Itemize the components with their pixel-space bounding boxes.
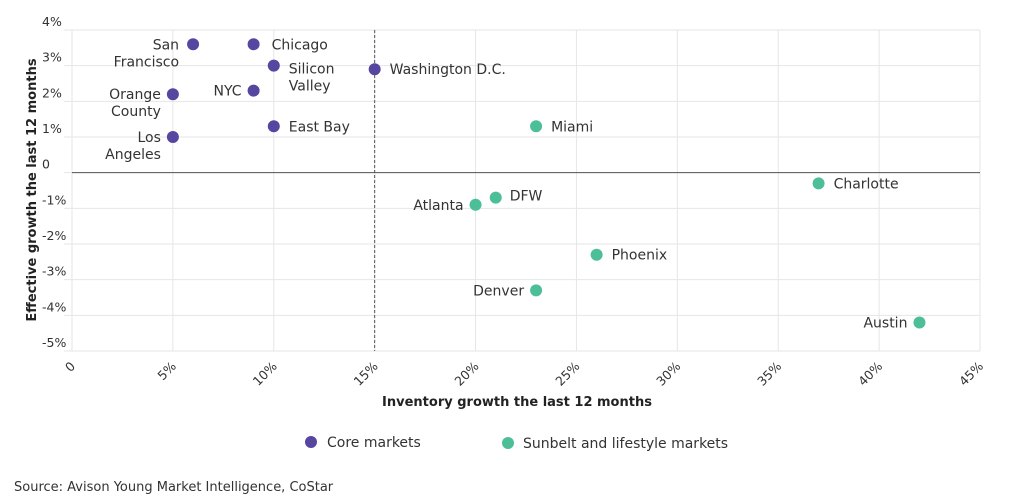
data-label: NYC [214, 84, 242, 100]
y-axis-label: Effective growth the last 12 months [25, 58, 40, 321]
data-point [166, 131, 179, 143]
data-point [913, 316, 926, 329]
y-tick-label: 0 [42, 157, 50, 172]
legend-marker-sunbelt [502, 437, 514, 449]
source-note: Source: Avison Young Market Intelligence… [14, 480, 334, 495]
y-tick-label: -2% [42, 228, 66, 243]
y-tick-label: 1% [42, 121, 62, 136]
x-tick-label: 5% [154, 358, 179, 383]
legend-label-core: Core markets [327, 435, 421, 451]
data-point [267, 120, 280, 133]
y-tick-label: -4% [42, 299, 66, 314]
data-points: San Francisco Chicago Silicon Valley Washingt… [105, 37, 926, 331]
data-label: Charlotte [834, 176, 899, 192]
data-label: Atlanta [413, 198, 463, 214]
data-label: Orange County [109, 87, 161, 120]
data-point [267, 59, 280, 72]
x-tick-label: 30% [653, 358, 683, 388]
data-point [368, 63, 381, 76]
data-point [530, 284, 543, 297]
data-point [590, 248, 603, 261]
data-label: Austin [863, 315, 907, 331]
data-label: Chicago [272, 37, 328, 53]
data-label: Denver [473, 283, 524, 299]
data-point [812, 177, 825, 190]
data-label: Phoenix [612, 248, 668, 264]
data-label: Silicon Valley [289, 62, 335, 95]
data-label: Washington D.C. [390, 62, 506, 78]
data-point [247, 84, 260, 97]
data-point [247, 38, 260, 51]
y-tick-label: -3% [42, 264, 66, 279]
data-point [530, 120, 543, 133]
x-tick-label: 25% [552, 358, 582, 388]
y-tick-label: 4% [42, 14, 62, 29]
x-tick-label: 15% [351, 358, 381, 388]
x-tick-label: 40% [855, 358, 885, 388]
data-label: Miami [551, 119, 593, 135]
y-tick-label: 3% [42, 50, 62, 65]
data-point [166, 88, 179, 101]
x-tick-label: 35% [754, 358, 784, 388]
x-tick-label: 45% [956, 358, 986, 388]
data-point [187, 38, 200, 51]
data-label: East Bay [289, 119, 350, 135]
y-tick-label: -5% [42, 335, 66, 350]
legend-marker-core [305, 436, 317, 448]
legend: Core markets Sunbelt and lifestyle marke… [305, 435, 728, 452]
data-point [469, 198, 482, 211]
grid [64, 29, 981, 352]
legend-label-sunbelt: Sunbelt and lifestyle markets [523, 436, 728, 452]
y-tick-label: 2% [42, 85, 62, 100]
data-label: San Francisco [114, 37, 179, 70]
x-axis-label: Inventory growth the last 12 months [382, 395, 652, 410]
x-tick-label: 0 [62, 358, 78, 374]
data-label: Los Angeles [105, 130, 161, 163]
x-tick-label: 10% [250, 358, 280, 388]
y-tick-label: -1% [42, 192, 66, 207]
x-tick-label: 20% [451, 358, 481, 388]
data-label: DFW [510, 189, 543, 205]
data-point [489, 191, 502, 204]
